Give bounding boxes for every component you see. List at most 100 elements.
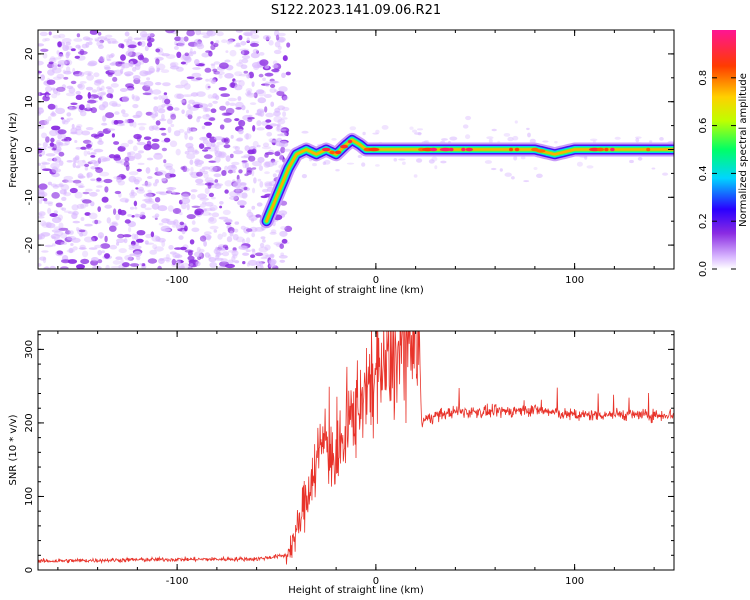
spectrogram-noise-blob [180,61,186,65]
spectrogram-noise-blob [268,181,275,187]
spectrogram-noise-blob [199,197,209,201]
spectrogram-noise-blob [218,216,229,220]
spectrogram-noise-blob [146,77,151,81]
spectrogram-noise-blob [250,52,260,59]
spectrogram-noise-blob [154,197,161,203]
spectrogram-noise-blob [40,48,49,52]
spectrogram-noise-blob [113,69,123,77]
spectrogram-noise-blob [554,141,558,144]
spectrogram-noise-blob [68,247,74,254]
spectrogram-noise-blob [250,34,260,39]
spectrogram-noise-blob [104,235,108,243]
spectrogram-noise-blob [170,113,177,120]
spectrogram-noise-blob [256,120,262,127]
spectrogram-noise-blob [104,186,109,193]
spectrogram-noise-blob [357,155,363,158]
spectrogram-noise-blob [231,161,240,166]
spectrogram-noise-blob [57,53,64,58]
spectrogram-noise-blob [62,44,69,51]
spectrogram-noise-blob [536,173,543,178]
spectrogram-noise-blob [102,157,111,162]
spectrogram-noise-blob [123,238,128,244]
spectrogram-noise-blob [129,122,134,127]
spectrogram-noise-blob [121,109,126,114]
snr-line [38,331,674,565]
spectrogram-noise-blob [90,133,99,138]
spectrogram-noise-blob [82,139,92,144]
spectrogram-noise-blob [227,97,237,102]
spectrogram-noise-blob [413,174,418,178]
spectrogram-noise-blob [279,128,287,131]
spectrogram-noise-blob [79,104,85,111]
spectrogram-noise-blob [175,262,185,269]
spectrogram-noise-blob [248,155,256,162]
spectrogram-noise-blob [245,237,251,244]
spectrogram-noise-blob [72,220,81,224]
spectrogram-noise-blob [122,262,130,268]
spectrogram-ridge-peak [439,147,452,152]
spectrogram-noise-blob [104,204,112,209]
spectrogram-noise-blob [265,112,274,118]
spectrogram-noise-blob [153,96,159,100]
spectrogram-noise-blob [139,36,149,40]
spectrogram-noise-blob [174,40,178,46]
spectrogram-noise-blob [277,118,286,125]
spectrogram-noise-blob [97,44,104,49]
spectrogram-noise-blob [161,228,172,232]
spectrogram-noise-blob [260,195,268,199]
spectrogram-noise-blob [127,152,131,158]
spectrogram-noise-blob [236,137,244,142]
spectrogram-noise-blob [186,214,196,220]
spectrogram-noise-blob [132,66,137,72]
spectrogram-noise-blob [129,253,136,257]
spectrogram-noise-blob [277,133,284,137]
spectrogram-noise-blob [195,183,206,186]
spectrogram-noise-blob [195,30,202,36]
spectrogram-noise-blob [146,140,152,147]
y-tick-label: 0 [24,567,35,573]
spectrogram-noise-blob [269,253,275,259]
spectrogram-noise-blob [175,148,181,156]
spectrogram-noise-blob [217,233,223,240]
spectrogram-noise-blob [166,118,173,125]
spectrogram-noise-blob [412,129,418,133]
spectrogram-noise-blob [146,157,154,161]
spectrogram-noise-blob [139,31,148,38]
colorbar: 0.0 0.2 0.4 0.6 0.8 Normalized spectral ampl… [698,30,749,277]
spectrogram-noise-blob [207,102,213,108]
spectrogram-noise-blob [137,162,145,166]
spectrogram-noise-blob [187,255,195,261]
spectrogram-noise-blob [51,125,61,131]
spectrogram-noise-blob [80,217,85,221]
spectrogram-noise-blob [69,187,78,194]
spectrogram-noise-blob [77,160,87,167]
spectrogram-noise-blob [131,94,135,100]
spectrogram-noise-blob [224,189,229,194]
spectrogram-noise-blob [115,160,123,164]
spectrogram-noise-blob [533,167,538,170]
spectrogram-noise-blob [173,107,180,111]
spectrogram-noise-blob [99,39,105,44]
spectrogram-noise-blob [204,146,211,150]
spectrogram-noise-blob [235,188,240,195]
spectrogram-noise-blob [251,169,255,177]
spectrogram-noise-blob [191,220,196,225]
spectrogram-ridge-peak [340,144,349,149]
spectrogram-noise-blob [61,118,66,125]
spectrogram-noise-blob [231,164,236,169]
spectrogram-noise-blob [331,138,337,141]
spectrogram-noise-blob [85,203,89,207]
spectrogram-noise-blob [191,72,202,78]
spectrogram-noise-blob [221,112,232,116]
spectrogram-noise-blob [322,161,327,165]
spectrogram-noise-blob [84,166,89,171]
spectrogram-noise-blob [191,227,200,233]
spectrogram-noise-blob [63,210,72,213]
spectrogram-noise-blob [190,194,196,200]
spectrogram-noise-blob [281,94,288,101]
spectrogram-noise-blob [60,241,68,245]
spectrogram-noise-blob [38,143,42,146]
snr-ticks: -100 0 100 0 100 200 300 [24,331,674,587]
spectrogram-noise-blob [57,133,63,140]
spectrogram-noise-blob [586,165,594,169]
